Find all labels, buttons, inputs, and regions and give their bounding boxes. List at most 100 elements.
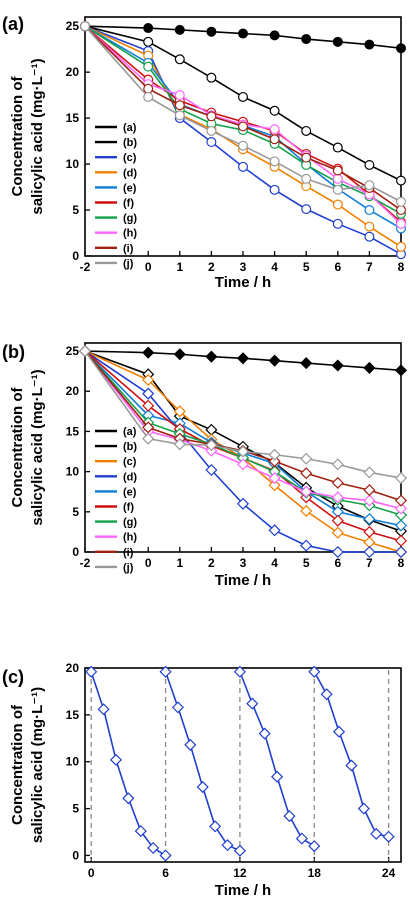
data-point: [78, 344, 92, 358]
data-point: [396, 205, 407, 216]
series-9: [79, 21, 407, 216]
y-tick-label: 25: [66, 19, 80, 33]
data-point: [238, 91, 249, 102]
x-tick-label: 5: [303, 260, 310, 274]
data-point: [142, 346, 155, 359]
panel-label: (b): [2, 342, 25, 362]
y-tick-label: 25: [66, 344, 80, 358]
data-point: [331, 491, 344, 504]
y-axis-label-line1: Concentration of: [9, 704, 26, 825]
data-point: [147, 841, 160, 854]
data-point: [159, 849, 172, 862]
data-point: [300, 452, 313, 465]
data-point: [142, 387, 155, 400]
data-point: [301, 173, 312, 184]
x-tick-label: 1: [176, 556, 183, 570]
data-point: [134, 825, 147, 838]
data-point: [364, 221, 375, 232]
panel-3: (c) 0 6 12 18 24 0 5 10 15 20 Time / h Concentration…: [2, 661, 402, 898]
y-tick-label: 5: [72, 802, 79, 816]
cycle-2: [159, 665, 246, 857]
data-point: [206, 72, 217, 83]
data-point: [396, 196, 407, 207]
legend-entry: (f): [123, 198, 134, 210]
x-tick-label: 0: [145, 260, 152, 274]
cycle-1: [85, 665, 172, 862]
data-point: [236, 352, 250, 365]
legend-entry: (d): [123, 167, 137, 179]
data-point: [171, 701, 184, 714]
data-point: [394, 519, 408, 532]
data-point: [122, 792, 135, 805]
data-point: [364, 159, 375, 170]
data-point: [331, 476, 344, 489]
legend-entry: (f): [123, 502, 134, 514]
y-tick-label: 0: [72, 848, 79, 862]
x-tick-label: 3: [240, 556, 247, 570]
data-point: [320, 688, 333, 701]
x-tick-label: 4: [271, 556, 278, 570]
series-10: [79, 21, 407, 207]
data-point: [364, 231, 375, 242]
data-point: [331, 545, 344, 559]
data-point: [173, 348, 186, 361]
y-tick-label: 0: [72, 249, 79, 263]
data-point: [236, 445, 250, 458]
data-point: [364, 205, 375, 216]
data-point: [206, 137, 217, 148]
data-point: [301, 34, 312, 45]
data-point: [396, 218, 407, 229]
legend-entry: (j): [123, 258, 134, 270]
data-point: [85, 665, 98, 678]
data-point: [331, 359, 344, 372]
data-point: [269, 105, 280, 116]
data-point: [268, 354, 281, 367]
series-line: [84, 350, 402, 502]
series-line: [84, 25, 402, 50]
data-point: [332, 725, 346, 738]
panel-label: (c): [2, 667, 24, 687]
legend-entry: (e): [123, 182, 137, 194]
data-point: [238, 161, 249, 172]
series-line: [84, 25, 402, 230]
data-point: [209, 820, 222, 833]
data-point: [174, 90, 185, 101]
data-point: [394, 494, 408, 507]
data-point: [301, 152, 312, 163]
y-tick-label: 5: [72, 203, 79, 217]
data-point: [269, 134, 280, 145]
data-point: [233, 844, 246, 857]
y-axis-label: Concentration of salicylic acid (mg·L⁻¹): [9, 58, 46, 214]
x-tick-label: 2: [208, 260, 215, 274]
data-point: [143, 61, 154, 72]
data-point: [142, 399, 155, 412]
data-point: [97, 703, 110, 716]
data-point: [396, 175, 407, 186]
data-point: [271, 770, 284, 783]
y-tick-label: 10: [66, 465, 80, 479]
series-line: [84, 350, 401, 553]
series-line: [84, 25, 402, 225]
y-axis-label-line2: salicylic acid (mg·L⁻¹): [29, 369, 46, 525]
x-tick-label: -2: [80, 260, 91, 274]
x-tick-label: 6: [334, 260, 341, 274]
data-point: [331, 526, 344, 539]
y-axis-label-line2: salicylic acid (mg·L⁻¹): [29, 687, 46, 843]
data-point: [238, 28, 249, 39]
data-point: [295, 832, 308, 845]
series-line: [84, 350, 402, 372]
series-line: [164, 671, 241, 852]
y-tick-label: 20: [66, 661, 80, 675]
data-point: [363, 466, 376, 479]
data-point: [382, 830, 395, 843]
series-line: [84, 350, 402, 527]
y-axis-label-line1: Concentration of: [9, 76, 26, 197]
data-point: [174, 54, 185, 65]
data-point: [363, 361, 376, 374]
x-tick-label: 6: [334, 556, 341, 570]
data-point: [301, 204, 312, 215]
data-point: [221, 839, 234, 852]
data-point: [206, 125, 217, 136]
series-line: [239, 671, 315, 847]
